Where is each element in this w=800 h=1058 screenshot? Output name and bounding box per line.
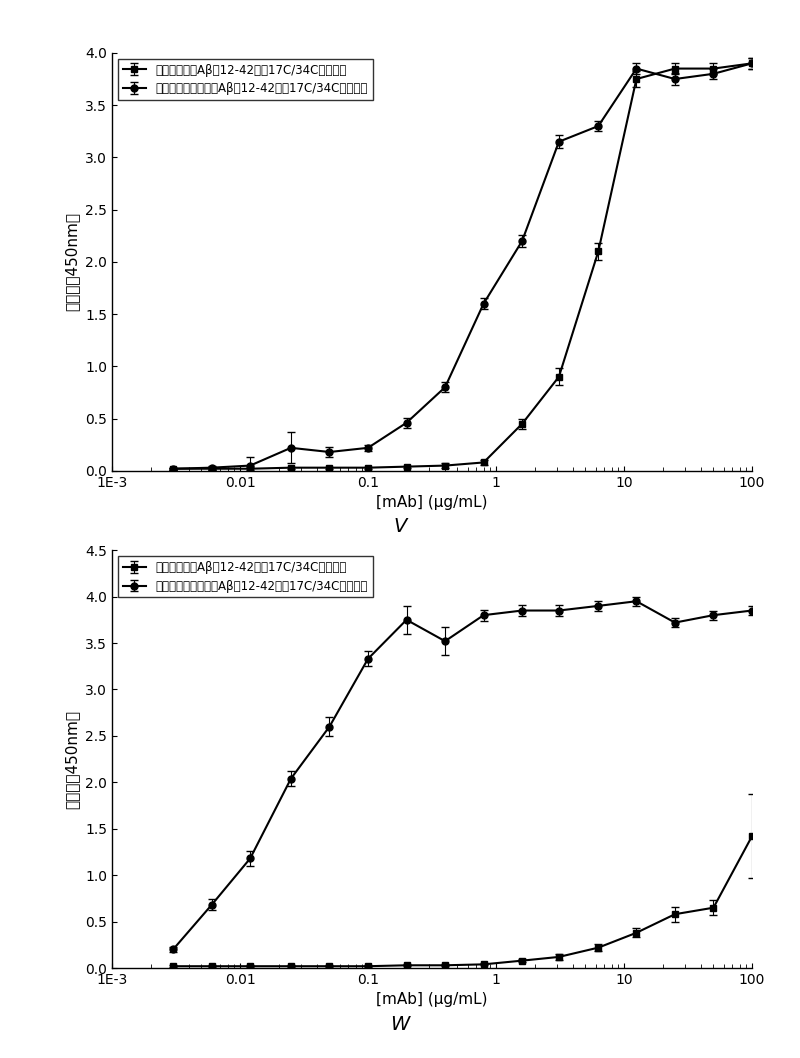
X-axis label: [mAb] (μg/mL): [mAb] (μg/mL) [376, 992, 488, 1007]
X-axis label: [mAb] (μg/mL): [mAb] (μg/mL) [376, 495, 488, 510]
Y-axis label: 吸光度（450nm）: 吸光度（450nm） [65, 213, 79, 311]
Legend: 二硫键稳定的Aβ（12-42）（17C/34C）富集物, 截短的二硫键稳定的Aβ（12-42）（17C/34C）富集物: 二硫键稳定的Aβ（12-42）（17C/34C）富集物, 截短的二硫键稳定的Aβ… [118, 557, 373, 598]
Y-axis label: 吸光度（450nm）: 吸光度（450nm） [65, 710, 79, 808]
Text: W: W [390, 1015, 410, 1034]
Legend: 二硫键稳定的Aβ（12-42）（17C/34C）富集物, 截短的二硫键稳定的Aβ（12-42）（17C/34C）富集物: 二硫键稳定的Aβ（12-42）（17C/34C）富集物, 截短的二硫键稳定的Aβ… [118, 59, 373, 101]
Text: V: V [394, 517, 406, 536]
